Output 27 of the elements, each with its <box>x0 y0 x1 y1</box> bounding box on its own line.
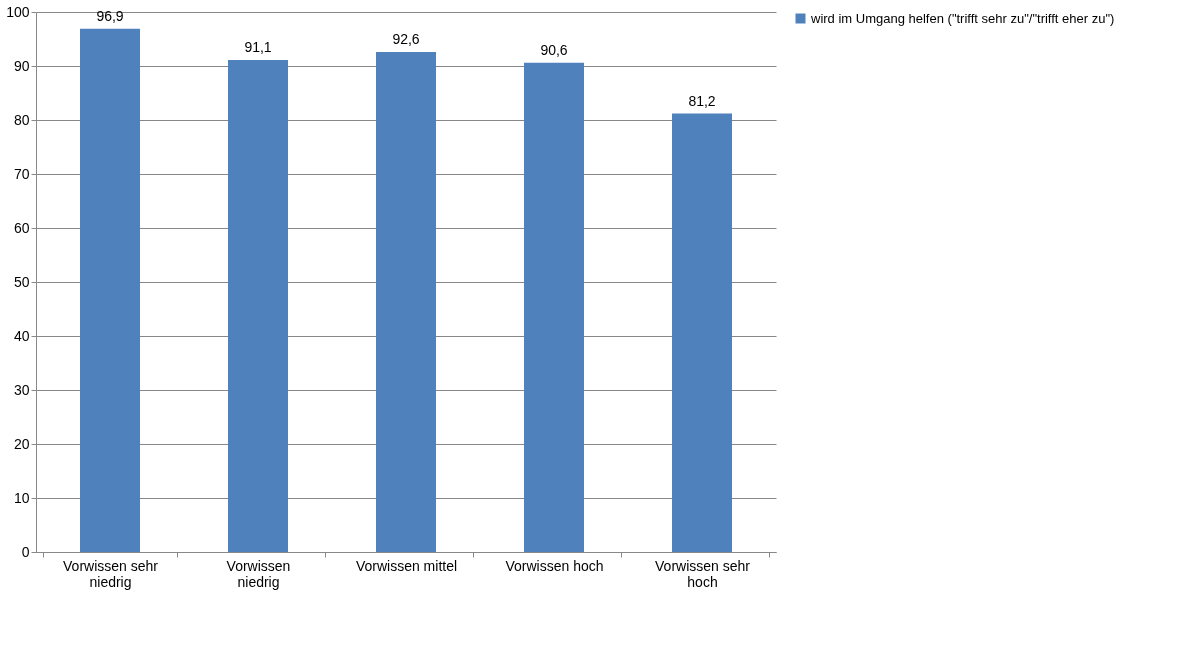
y-tick-label: 20 <box>13 435 30 452</box>
data-label: 92,6 <box>392 30 420 47</box>
x-tick-label: Vorwissen sehr niedrig <box>63 557 159 590</box>
data-label: 81,2 <box>688 92 716 109</box>
y-tick-label: 80 <box>13 111 30 128</box>
bar <box>376 51 436 552</box>
bar <box>524 62 584 552</box>
y-tick-label: 10 <box>13 489 30 506</box>
y-tick-label: 0 <box>21 543 30 560</box>
x-tick-label: Vorwissen hoch <box>505 557 604 574</box>
x-tick-label: Vorwissen niedrig <box>226 557 291 590</box>
data-label: 91,1 <box>244 39 272 56</box>
y-tick-label: 70 <box>13 165 30 182</box>
bar <box>672 113 732 552</box>
y-tick-label: 40 <box>13 327 30 344</box>
y-tick-label: 60 <box>13 219 30 236</box>
bar <box>80 28 140 552</box>
x-tick-label: Vorwissen mittel <box>355 557 458 574</box>
legend-label: wird im Umgang helfen ("trifft sehr zu"/"trifft eher zu") <box>810 10 1115 26</box>
y-tick-label: 100 <box>6 3 30 20</box>
y-tick-label: 30 <box>13 381 30 398</box>
bar <box>228 60 288 552</box>
data-label: 90,6 <box>540 41 568 58</box>
y-tick-label: 50 <box>13 273 30 290</box>
data-label: 96,9 <box>96 7 124 24</box>
y-tick-label: 90 <box>13 57 30 74</box>
x-tick-label: Vorwissen sehr hoch <box>655 557 751 590</box>
